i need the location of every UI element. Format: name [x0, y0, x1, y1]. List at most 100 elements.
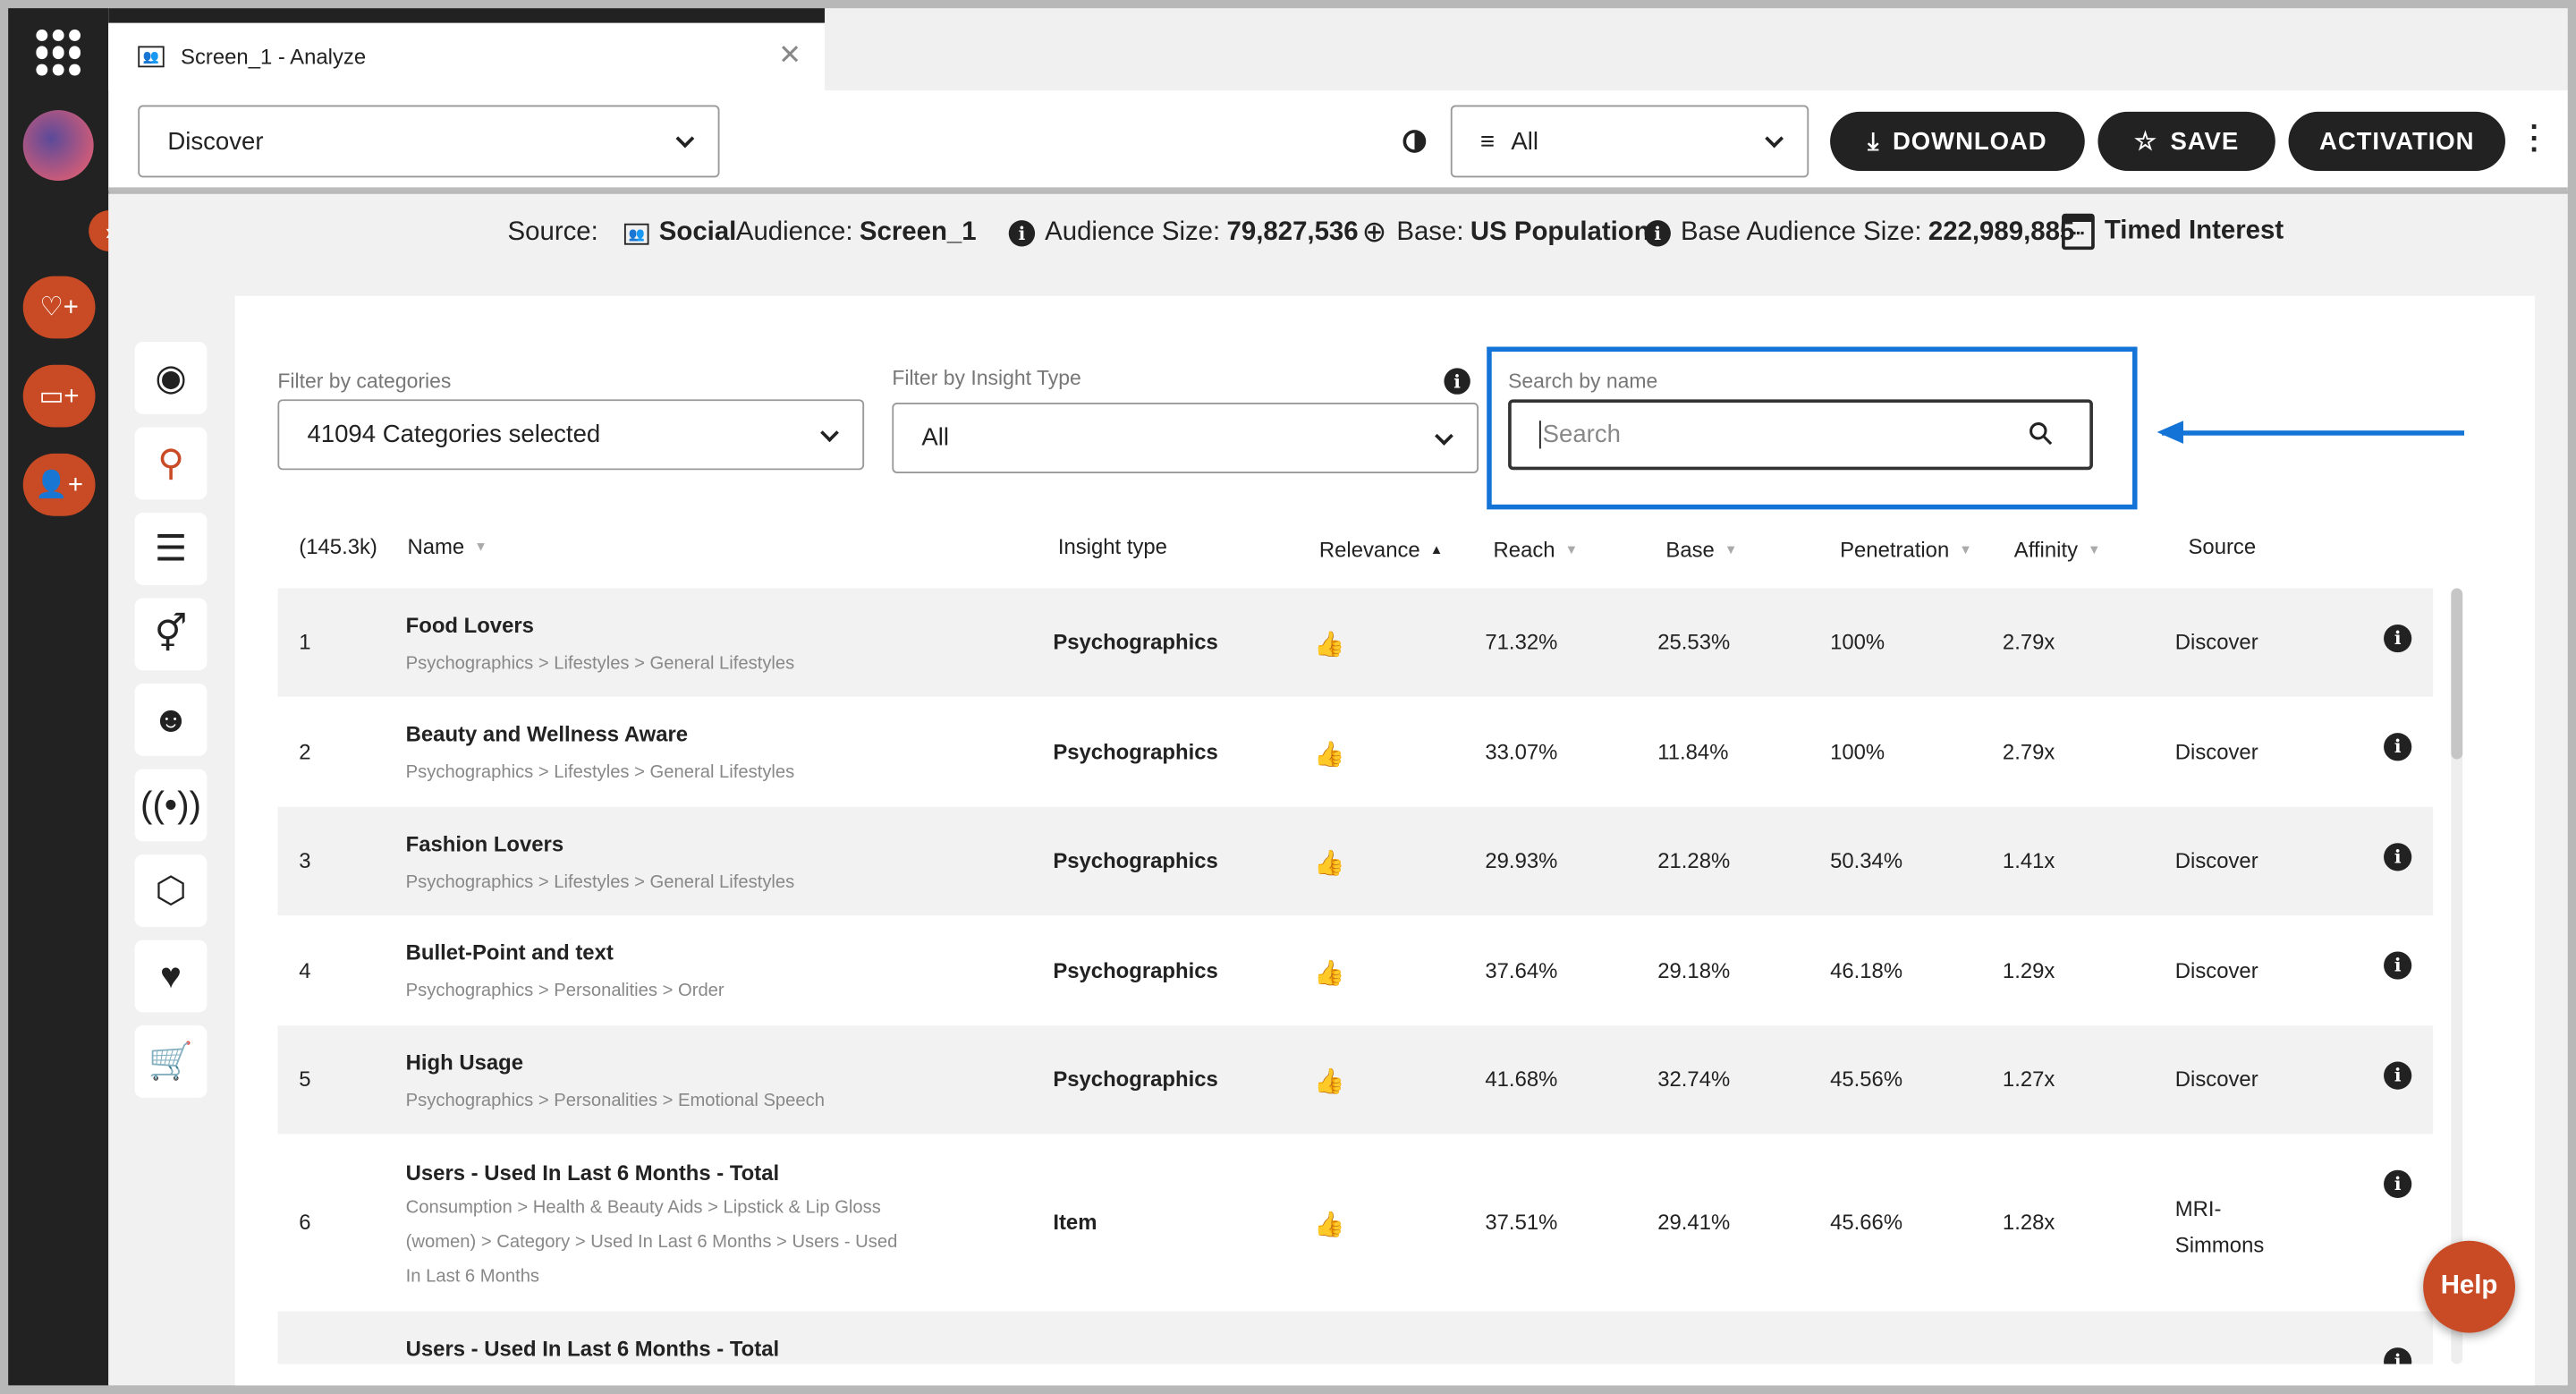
row-base: 25.53%	[1657, 629, 1731, 655]
row-name[interactable]: Fashion Lovers	[405, 831, 564, 856]
info-icon[interactable]: i	[2384, 624, 2412, 653]
scrollbar[interactable]	[2451, 588, 2463, 1364]
broadcast-icon[interactable]: ((•))	[134, 769, 208, 842]
table-row[interactable]: 1 Food Lovers Psychographics > Lifestyles …	[277, 588, 2434, 697]
help-button[interactable]: Help	[2423, 1240, 2515, 1333]
header-penetration[interactable]: Penetration ▼	[1840, 538, 1972, 563]
row-name[interactable]: High Usage	[405, 1050, 524, 1075]
row-path: Consumption > Health & Beauty Aids > Lip…	[405, 1197, 898, 1288]
row-affinity: 1.41x	[2002, 847, 2055, 873]
row-penetration: 45.56%	[1830, 1067, 1903, 1092]
search-label: Search by name	[1508, 370, 1658, 393]
filter-select[interactable]: ≡ All	[1450, 105, 1809, 178]
row-penetration: 50.34%	[1830, 847, 1903, 873]
search-input[interactable]: Search ⚲	[1508, 399, 2093, 471]
info-icon[interactable]: i	[1644, 220, 1671, 247]
row-source: Discover	[2174, 1067, 2258, 1092]
row-name[interactable]: Users - Used In Last 6 Months - Total	[405, 1336, 780, 1361]
row-reach: 71.32%	[1485, 629, 1558, 655]
gender-icon[interactable]: ⚥	[134, 598, 208, 671]
activation-button[interactable]: ACTIVATION	[2288, 111, 2505, 172]
brain-head-icon[interactable]: ☻	[134, 684, 208, 756]
row-affinity: 2.79x	[2002, 629, 2055, 655]
info-icon[interactable]: i	[2384, 733, 2412, 761]
row-index: 3	[299, 847, 311, 873]
header-name-label: Name	[407, 533, 465, 559]
row-name[interactable]: Beauty and Wellness Aware	[405, 721, 689, 746]
sort-down-icon: ▼	[2088, 542, 2101, 557]
base-size-info: i Base Audience Size: 222,989,885	[1644, 218, 2075, 248]
header-name[interactable]: Name ▼	[408, 534, 487, 559]
row-name[interactable]: Bullet-Point and text	[405, 939, 614, 965]
header-affinity[interactable]: Affinity ▼	[2014, 538, 2101, 563]
table-row[interactable]: 3 Fashion Lovers Psychographics > Lifestyl…	[277, 806, 2434, 916]
module-select[interactable]: Discover	[138, 105, 720, 178]
heart-add-icon[interactable]: ♡+	[22, 276, 96, 339]
info-icon[interactable]: i	[2384, 1347, 2412, 1364]
thumbs-up-icon: 👍	[1314, 1067, 1345, 1097]
row-insight-type: Psychographics	[1053, 629, 1218, 655]
row-source: Discover	[2174, 738, 2258, 764]
timed-interest[interactable]: ▪▪▪ Timed Interest	[2062, 213, 2284, 251]
filter-icon: ≡	[1479, 127, 1495, 156]
target-icon: ⊕	[1361, 215, 1387, 249]
user-add-icon[interactable]: 👤+	[22, 453, 96, 516]
header-reach[interactable]: Reach ▼	[1494, 538, 1579, 563]
row-index: 1	[299, 629, 311, 655]
close-icon[interactable]: ✕	[778, 39, 802, 71]
heart-icon[interactable]: ♥	[134, 939, 208, 1013]
table-row[interactable]: 5 High Usage Psychographics > Personalitie…	[277, 1025, 2434, 1135]
row-insight-type: Psychographics	[1053, 956, 1218, 982]
sliders-icon[interactable]: ☰	[134, 513, 208, 585]
thumbs-up-icon: 👍	[1314, 631, 1345, 659]
base-size-value: 222,989,885	[1928, 218, 2075, 247]
apps-grid-icon[interactable]	[36, 30, 81, 76]
header-source: Source	[2188, 534, 2256, 559]
thumbs-up-icon: 👍	[1314, 849, 1345, 878]
module-select-value: Discover	[167, 127, 264, 156]
header-insight: Insight type	[1058, 534, 1167, 559]
source-label: Source:	[507, 218, 598, 247]
row-insight-type: Psychographics	[1053, 1067, 1218, 1092]
info-icon[interactable]: i	[2384, 1061, 2412, 1090]
row-reach: 33.07%	[1485, 738, 1558, 764]
row-reach: 41.68%	[1485, 1067, 1558, 1092]
row-path: Psychographics > Lifestyles > General Li…	[405, 872, 795, 893]
social-icon: 👥	[624, 222, 649, 244]
header-relevance[interactable]: Relevance ▲	[1319, 538, 1443, 563]
more-vert-icon[interactable]: · · ·	[2529, 110, 2540, 166]
contrast-icon[interactable]	[1402, 130, 1427, 153]
info-icon[interactable]: i	[1444, 368, 1470, 395]
search-icon[interactable]: ⚲	[134, 427, 208, 500]
row-index: 4	[299, 956, 311, 982]
insight-filter-select[interactable]: All	[892, 402, 1479, 473]
table-row[interactable]: 6 Users - Used In Last 6 Months - Total Co…	[277, 1134, 2433, 1311]
row-affinity: 1.28x	[2002, 1209, 2055, 1235]
save-button[interactable]: ☆ SAVE	[2097, 111, 2275, 172]
table-row[interactable]: 2 Beauty and Wellness Aware Psychographics…	[277, 697, 2433, 807]
row-name[interactable]: Food Lovers	[405, 613, 534, 638]
scrollbar-thumb[interactable]	[2451, 588, 2463, 760]
info-icon[interactable]: i	[1008, 220, 1036, 247]
tab-screen-analyze[interactable]: 👥 Screen_1 - Analyze ✕	[108, 22, 826, 91]
table-row[interactable]: Users - Used In Last 6 Months - Total i	[277, 1311, 2434, 1364]
row-affinity: 1.29x	[2002, 956, 2055, 982]
cart-icon[interactable]: 🛒	[134, 1025, 208, 1098]
table-row[interactable]: 4 Bullet-Point and text Psychographics > P…	[277, 915, 2433, 1025]
row-path: Psychographics > Personalities > Order	[405, 981, 724, 1001]
search-icon[interactable]: ⚲	[2021, 414, 2063, 455]
info-icon[interactable]: i	[2384, 1169, 2412, 1198]
comment-add-icon[interactable]: ▭+	[22, 364, 96, 428]
info-icon[interactable]: i	[2384, 843, 2412, 871]
base-label: Base:	[1396, 217, 1464, 246]
eye-icon[interactable]: ◉	[134, 342, 208, 414]
row-base: 29.41%	[1657, 1209, 1731, 1235]
header-base[interactable]: Base ▼	[1665, 538, 1737, 563]
avatar[interactable]	[22, 110, 94, 182]
info-icon[interactable]: i	[2384, 951, 2412, 980]
row-name[interactable]: Users - Used In Last 6 Months - Total	[405, 1160, 780, 1186]
package-icon[interactable]: ⬡	[134, 854, 208, 927]
row-reach: 29.93%	[1485, 847, 1558, 873]
download-button[interactable]: ⤓ DOWNLOAD	[1830, 111, 2085, 172]
categories-filter-select[interactable]: 41094 Categories selected	[277, 399, 865, 471]
